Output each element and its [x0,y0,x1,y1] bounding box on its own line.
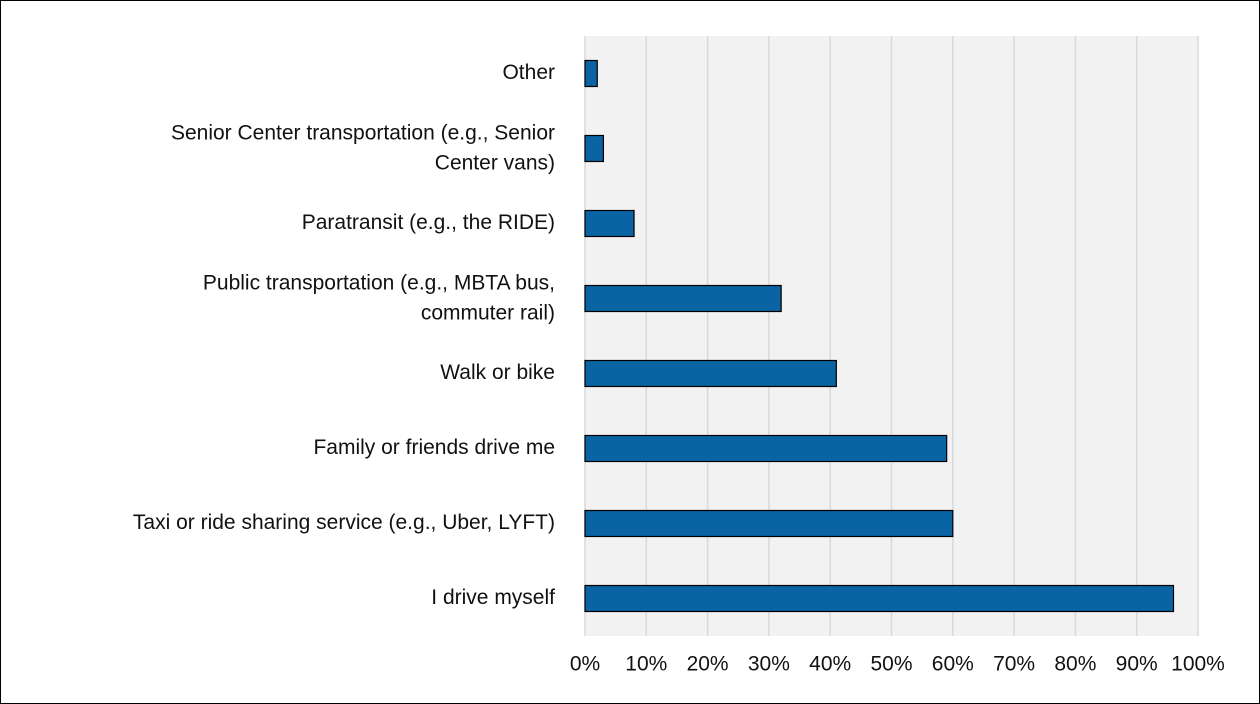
y-tick-label-line: Senior Center transportation (e.g., Seni… [171,121,555,144]
x-tick-label: 30% [748,653,790,676]
x-tick-label: 0% [570,653,600,676]
x-tick-label: 70% [993,653,1035,676]
bar [584,209,635,238]
y-tick-label-line: Center vans) [435,151,555,174]
bar [584,134,604,163]
x-tick-label: 20% [687,653,729,676]
y-tick-label-line: commuter rail) [421,301,555,324]
y-tick-label: Senior Center transportation (e.g., Seni… [171,121,555,174]
y-tick-label: Public transportation (e.g., MBTA bus, co… [203,271,555,324]
x-tick-label: 90% [1116,653,1158,676]
x-tick-label: 50% [870,653,912,676]
y-tick-label: Taxi or ride sharing service (e.g., Uber… [133,511,555,534]
bar [584,584,1175,613]
y-tick-label: Walk or bike [440,361,555,384]
bar [584,509,954,538]
x-tick-label: 40% [809,653,851,676]
x-tick-label: 60% [932,653,974,676]
x-tick-label: 100% [1171,653,1225,676]
bar [584,284,782,313]
y-tick-label: Paratransit (e.g., the RIDE) [302,211,555,234]
y-tick-label-line: Public transportation (e.g., MBTA bus, [203,271,555,294]
y-tick-label: Other [502,61,555,84]
x-tick-label: 10% [625,653,667,676]
y-tick-label: Family or friends drive me [313,436,555,459]
bar [584,359,837,388]
bar [584,434,948,463]
bar [584,59,598,88]
y-tick-label: I drive myself [431,586,555,609]
x-tick-label: 80% [1054,653,1096,676]
